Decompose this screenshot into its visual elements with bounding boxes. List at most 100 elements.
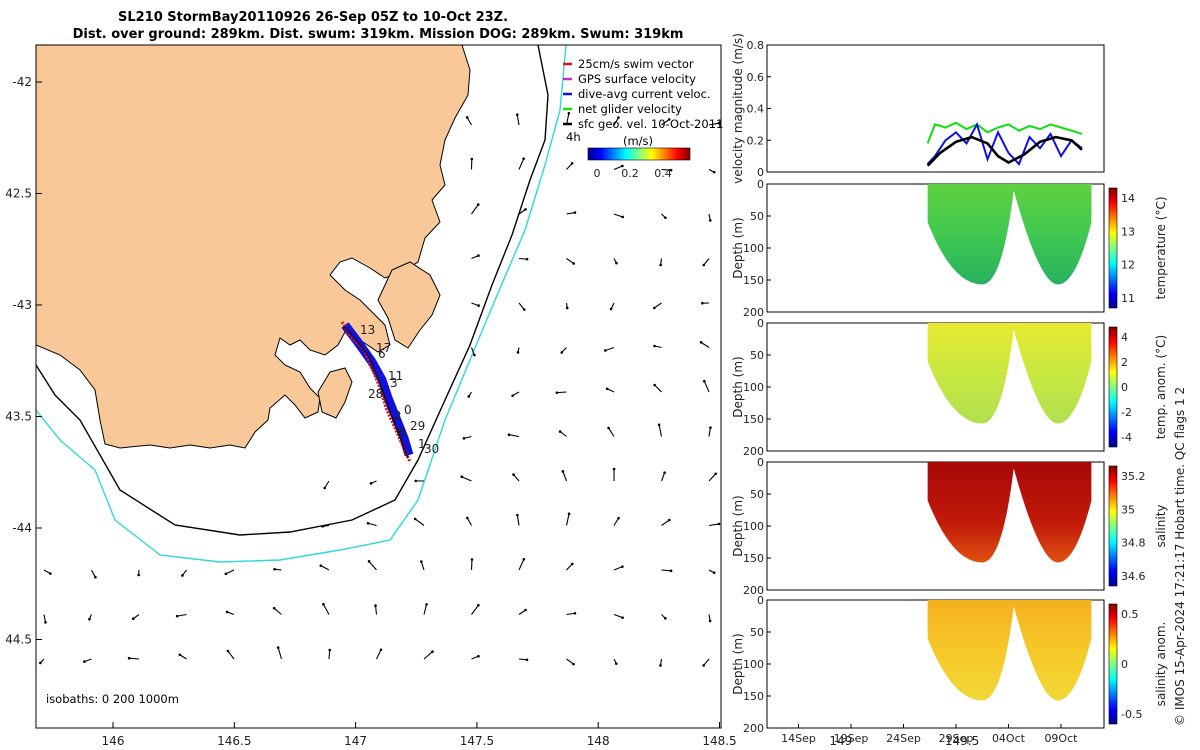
- velocity-arrow-head: [175, 614, 179, 618]
- velocity-arrow-head: [477, 254, 480, 257]
- velocity-arrow-head: [462, 437, 466, 440]
- colorbar-tick: -2: [1121, 406, 1132, 419]
- velocity-arrow-head: [507, 433, 511, 437]
- velocity-arrow-head: [605, 387, 609, 391]
- colorbar: [1108, 187, 1118, 309]
- velocity-arrow: [658, 424, 663, 437]
- lon-tick-label: 146.5: [217, 734, 251, 748]
- velocity-arrow-head: [615, 261, 618, 265]
- velocity-arrow-head: [657, 423, 661, 427]
- velocity-arrow-head: [369, 482, 373, 485]
- velocity-arrow: [273, 607, 282, 615]
- y-tick-label: 0: [757, 456, 764, 469]
- lat-tick-label: 44.5: [5, 633, 32, 647]
- velocity-arrow-head: [465, 116, 469, 119]
- velocity-arrow-head: [414, 479, 418, 483]
- velocity-arrow-head: [467, 395, 471, 398]
- track-day-label: 1: [418, 437, 426, 451]
- velocity-arrow-head: [699, 341, 703, 344]
- velocity-arrow: [566, 563, 573, 571]
- velocity-arrow-head: [525, 658, 529, 662]
- legend-entry: sfc geo. vel. 10-Oct-2011: [578, 117, 723, 131]
- velocity-arrow: [518, 609, 526, 615]
- velocity-arrow-head: [137, 573, 140, 577]
- velocity-arrow-head: [374, 604, 377, 607]
- lat-tick-label: 43.5: [5, 410, 32, 424]
- velocity-arrow-head: [512, 473, 515, 476]
- velocity-arrow: [376, 649, 382, 660]
- velocity-arrow-head: [621, 616, 624, 619]
- dive-section-fill: [927, 323, 1092, 424]
- velocity-arrow-head: [708, 219, 712, 222]
- colorbar-tick: 4: [1121, 331, 1128, 344]
- panel-3: 0 50 100 150 200 Depth (m) 34.6 34.8 35 35.2 salin…: [731, 456, 1168, 597]
- time-tick-label: 24Sep: [886, 732, 921, 745]
- velocity-arrow-head: [131, 617, 135, 621]
- track-day-label: 6: [378, 347, 386, 361]
- velocity-arrow: [320, 565, 330, 571]
- velocity-arrow-head: [276, 646, 280, 649]
- velocity-arrow-head: [664, 617, 667, 620]
- velocity-arrow: [562, 471, 568, 482]
- y-axis-label: velocity magnitude (m/s): [731, 33, 745, 184]
- velocity-arrow: [661, 168, 672, 171]
- colorbar-tick: 34.6: [1121, 570, 1146, 583]
- track-day-label: 28: [368, 387, 383, 401]
- velocity-arrow-head: [717, 121, 721, 125]
- y-tick-label: 200: [743, 722, 764, 735]
- time-tick-label: 19Sep: [834, 732, 869, 745]
- velocity-arrow-head: [39, 661, 42, 665]
- colorbar-tick: 11: [1121, 292, 1135, 305]
- velocity-arrow-head: [621, 565, 624, 568]
- velocity-arrow-head: [466, 516, 469, 520]
- velocity-arrow-head: [460, 475, 464, 479]
- velocity-arrow: [471, 604, 479, 615]
- velocity-arrow-head: [524, 608, 527, 612]
- velocity-arrow-head: [226, 649, 230, 653]
- velocity-arrow: [518, 302, 525, 310]
- lat-tick-label: 42.5: [5, 187, 32, 201]
- velocity-arrow: [374, 605, 378, 615]
- lon-tick-label: 147.5: [460, 734, 494, 748]
- velocity-arrow: [708, 122, 720, 126]
- velocity-arrow-head: [708, 619, 712, 623]
- velocity-arrow-head: [477, 603, 480, 607]
- y-tick-label: 200: [743, 306, 764, 319]
- velocity-arrow: [613, 613, 623, 619]
- speed-colorbar: [587, 147, 691, 161]
- velocity-arrow: [466, 117, 472, 126]
- track-day-label: 17: [376, 341, 391, 355]
- lat-tick-label: -43: [12, 298, 32, 312]
- legend-entry: dive-avg current veloc.: [578, 87, 711, 101]
- colorbar-label: temperature (°C): [1154, 197, 1168, 300]
- velocity-arrow: [466, 517, 472, 526]
- latitude-ticks: -42 42.5 -43 43.5 -44 44.5: [5, 75, 42, 647]
- isobaths-label: isobaths: 0 200 1000m: [46, 692, 179, 706]
- island-land: [317, 367, 353, 419]
- y-axis-label: Depth (m): [731, 495, 745, 556]
- velocity-arrow: [565, 513, 570, 526]
- y-tick-label: 0: [757, 166, 764, 179]
- y-tick-label: 150: [743, 413, 764, 426]
- speed-colorbar-title: (m/s): [623, 134, 653, 148]
- panel-frame: [766, 44, 1105, 173]
- y-axis-label: Depth (m): [731, 633, 745, 694]
- velocity-arrow: [605, 346, 615, 352]
- y-tick-label: 0.8: [747, 39, 765, 52]
- velocity-arrow: [660, 472, 666, 482]
- colorbar-tick: 0: [1121, 381, 1128, 394]
- velocity-arrow-head: [709, 426, 712, 429]
- velocity-arrow-head: [322, 602, 325, 606]
- velocity-arrow-head: [470, 558, 474, 561]
- velocity-arrow-head: [477, 304, 480, 307]
- velocity-arrow-head: [470, 157, 474, 161]
- legend-entry: GPS surface velocity: [578, 72, 696, 86]
- velocity-arrow-head: [712, 170, 716, 174]
- velocity-arrow: [368, 560, 377, 571]
- velocity-arrow: [559, 431, 567, 437]
- colorbar-tick: 2: [1121, 356, 1128, 369]
- velocity-arrow: [613, 213, 623, 218]
- colorbar-label: temp. anom. (°C): [1154, 335, 1168, 439]
- track-day-label: 13: [360, 323, 375, 337]
- velocity-arrow: [654, 302, 662, 309]
